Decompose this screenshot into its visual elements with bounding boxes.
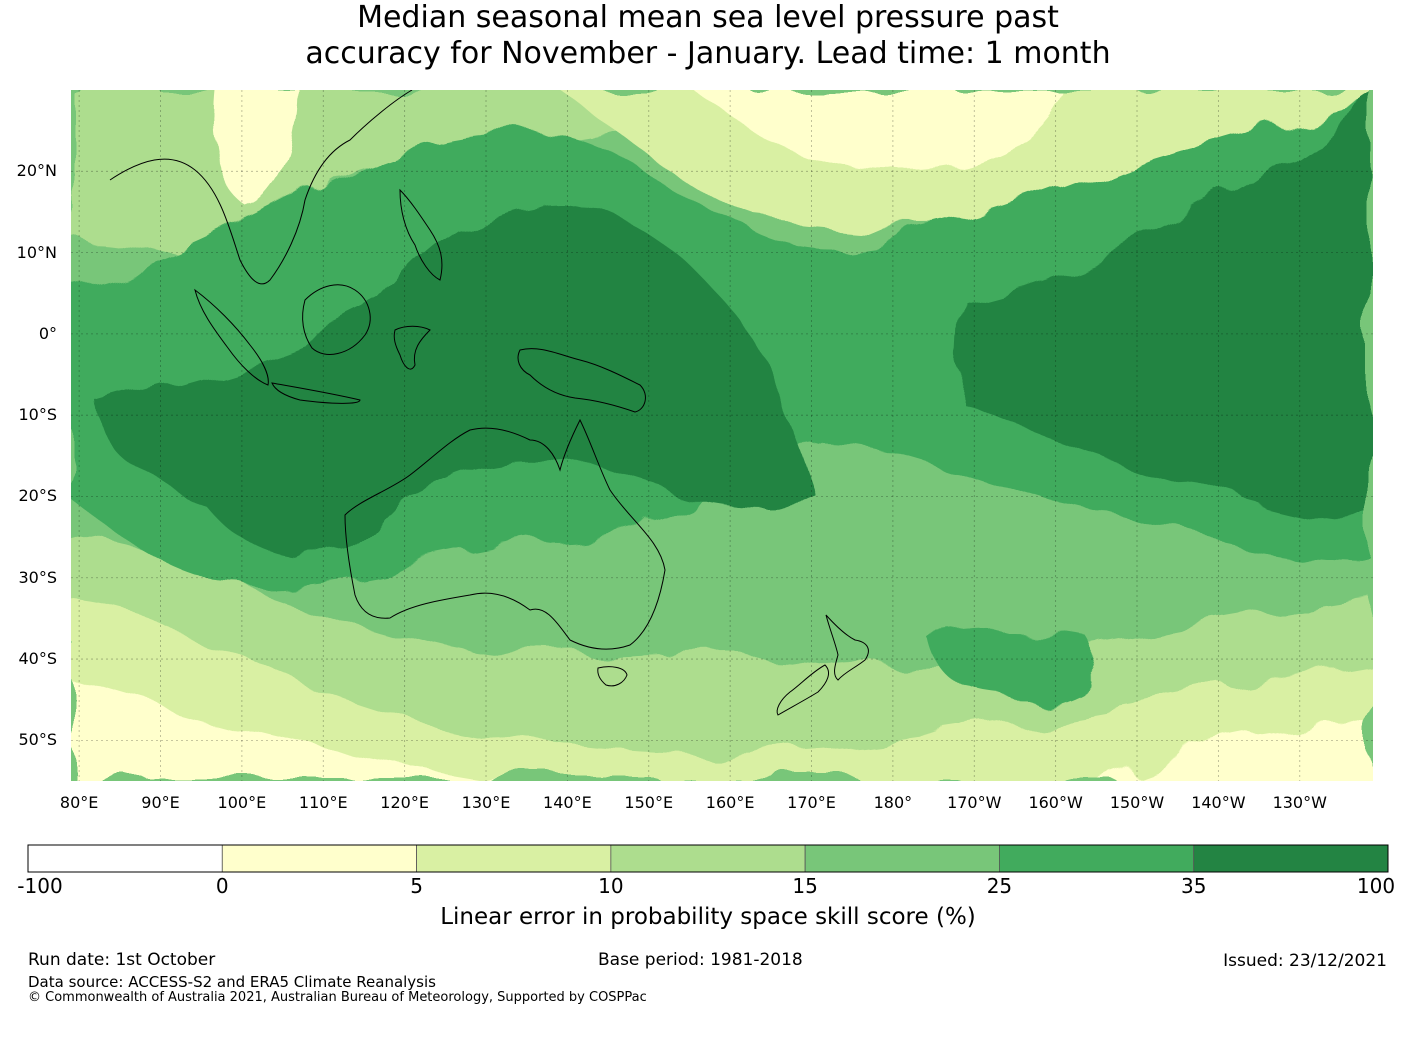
latitude-label: 20°N — [16, 161, 57, 181]
field-zone-dark-east — [960, 95, 1373, 520]
colorbar-tick: 25 — [986, 874, 1013, 898]
base-period: Base period: 1981-2018 — [598, 950, 803, 970]
latitude-label: 50°S — [18, 730, 57, 750]
longitude-label: 100°E — [217, 793, 267, 812]
longitude-label: 180° — [873, 793, 913, 812]
coastlines — [109, 90, 869, 716]
longitude-label: 130°W — [1272, 793, 1327, 812]
colorbar-segment — [416, 844, 612, 873]
data-source: Data source: ACCESS-S2 and ERA5 Climate … — [28, 973, 436, 991]
graticule — [71, 90, 1373, 781]
latitude-label: 10°S — [18, 405, 57, 425]
latitude-label: 30°S — [18, 567, 57, 587]
longitude-label: 140°E — [543, 793, 592, 812]
skill-score-field — [71, 90, 1373, 781]
longitude-label: 150°E — [624, 793, 674, 812]
longitude-label: 120°E — [380, 793, 429, 812]
longitude-label: 130°E — [461, 793, 511, 812]
latitude-label: 0° — [38, 323, 57, 343]
longitude-label: 90°E — [141, 793, 180, 812]
run-date: Run date: 1st October — [28, 950, 216, 970]
coast-sulawesi — [393, 325, 431, 370]
colorbar-frame — [27, 844, 1389, 873]
colorbar — [27, 844, 1389, 873]
coast-new-zealand-north — [825, 614, 869, 681]
latitude-label: 20°S — [18, 486, 57, 506]
longitude-label: 140°W — [1191, 793, 1246, 812]
field-zone-north-white — [213, 90, 1061, 210]
colorbar-segment — [610, 844, 806, 873]
coast-tasmania — [597, 666, 628, 687]
colorbar-tick: 15 — [792, 874, 818, 898]
coast-new-guinea — [517, 348, 646, 413]
longitude-label: 170°W — [947, 793, 1002, 812]
title-line-1: Median seasonal mean sea level pressure … — [357, 0, 1059, 35]
coast-australia — [344, 418, 666, 650]
latitude-label: 10°N — [16, 242, 57, 262]
issued-date: Issued: 23/12/2021 — [1223, 951, 1387, 971]
coast-sumatra — [194, 288, 269, 386]
coast-new-zealand-south — [776, 664, 829, 716]
longitude-label: 150°W — [1109, 793, 1165, 812]
colorbar-tick: 35 — [1180, 874, 1207, 898]
field-zone-mid-south — [930, 632, 1097, 700]
colorbar-segment — [999, 844, 1195, 873]
chart-title: Median seasonal mean sea level pressure … — [0, 0, 1416, 72]
coast-philippines — [399, 188, 443, 281]
field-zone-dark-west — [95, 200, 820, 564]
longitude-label: 160°W — [1028, 793, 1083, 812]
coast-java — [271, 382, 361, 404]
colorbar-tick: 10 — [598, 874, 624, 898]
longitude-label: 80°E — [59, 793, 99, 812]
field-zone-south-pale — [71, 680, 1373, 781]
colorbar-segment — [1193, 844, 1389, 873]
colorbar-tick: -100 — [17, 874, 63, 898]
coast-indochina — [109, 90, 413, 285]
title-line-2: accuracy for November - January. Lead ti… — [305, 36, 1111, 71]
colorbar-tick: 100 — [1356, 874, 1396, 898]
longitude-label: 160°E — [705, 793, 755, 812]
colorbar-segment — [27, 844, 223, 873]
colorbar-label: Linear error in probability space skill … — [440, 904, 976, 930]
colorbar-tick: 5 — [410, 874, 423, 898]
copyright: © Commonwealth of Australia 2021, Austra… — [28, 990, 647, 1005]
longitude-label: 110°E — [298, 793, 348, 812]
colorbar-tick: 0 — [215, 874, 229, 898]
latitude-label: 40°S — [18, 649, 57, 669]
colorbar-segment — [804, 844, 1000, 873]
field-zone-south-lighter — [71, 600, 1373, 781]
longitude-label: 170°E — [787, 793, 836, 812]
colorbar-segment — [221, 844, 417, 873]
coast-borneo — [302, 284, 371, 355]
